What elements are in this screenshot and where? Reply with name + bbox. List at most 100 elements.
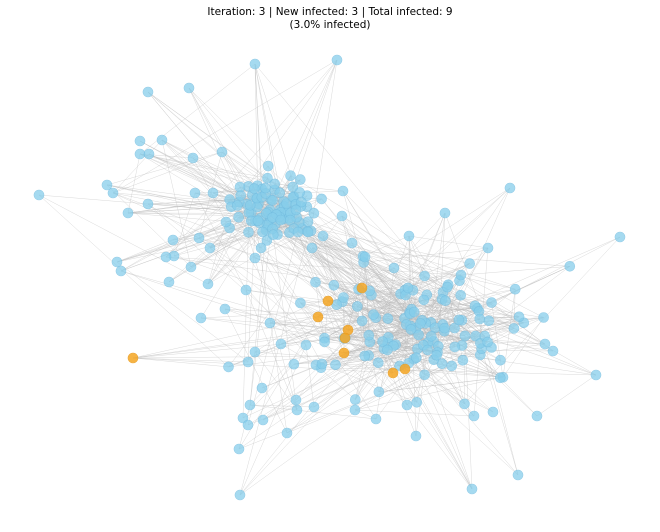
node (352, 301, 362, 311)
node (244, 227, 254, 237)
node (276, 215, 286, 225)
node (495, 373, 505, 383)
node (317, 359, 327, 369)
node (293, 227, 303, 237)
node (309, 208, 319, 218)
node (253, 216, 263, 226)
node (450, 342, 460, 352)
node (249, 184, 259, 194)
node (257, 383, 267, 393)
node (423, 345, 433, 355)
node (532, 411, 542, 421)
node (426, 331, 436, 341)
node (389, 263, 399, 273)
node (332, 55, 342, 65)
node (196, 313, 206, 323)
node (465, 259, 475, 269)
node (539, 313, 549, 323)
node (440, 323, 450, 333)
edge (39, 195, 229, 367)
node (357, 316, 367, 326)
edge (113, 60, 337, 193)
node (475, 314, 485, 324)
node (317, 194, 327, 204)
node (514, 312, 524, 322)
node (412, 397, 422, 407)
infected-node (400, 364, 410, 374)
node (318, 231, 328, 241)
node (221, 217, 231, 227)
node (123, 208, 133, 218)
node (208, 188, 218, 198)
node (250, 347, 260, 357)
node (495, 355, 505, 365)
node (188, 153, 198, 163)
node (509, 323, 519, 333)
node (440, 296, 450, 306)
node (311, 277, 321, 287)
node (243, 357, 253, 367)
node (406, 324, 416, 334)
node (337, 211, 347, 221)
node (383, 314, 393, 324)
node (360, 252, 370, 262)
node (289, 359, 299, 369)
node (256, 243, 266, 253)
edge (306, 345, 314, 407)
node (292, 405, 302, 415)
node (184, 83, 194, 93)
infected-node (313, 312, 323, 322)
node (309, 402, 319, 412)
node (591, 370, 601, 380)
node (258, 415, 268, 425)
node (374, 387, 384, 397)
node (245, 400, 255, 410)
node (615, 232, 625, 242)
node (232, 201, 242, 211)
node (250, 59, 260, 69)
infected-node (388, 368, 398, 378)
node (217, 147, 227, 157)
node (270, 179, 280, 189)
node (460, 331, 470, 341)
node (454, 315, 464, 325)
node (135, 136, 145, 146)
node (404, 231, 414, 241)
node (350, 395, 360, 405)
node (263, 161, 273, 171)
node (234, 212, 244, 222)
node (303, 217, 313, 227)
node (369, 310, 379, 320)
node (488, 407, 498, 417)
node (510, 284, 520, 294)
node (411, 353, 421, 363)
node (157, 135, 167, 145)
node (403, 283, 413, 293)
node (402, 400, 412, 410)
node (205, 243, 215, 253)
node (261, 183, 271, 193)
node (483, 337, 493, 347)
node (288, 182, 298, 192)
node (295, 298, 305, 308)
node (484, 316, 494, 326)
edge (255, 64, 443, 292)
node (360, 351, 370, 361)
node (291, 395, 301, 405)
node (295, 175, 305, 185)
node (164, 277, 174, 287)
node (487, 298, 497, 308)
infected-node (357, 283, 367, 293)
node (235, 490, 245, 500)
node (194, 233, 204, 243)
node (432, 350, 442, 360)
node (108, 188, 118, 198)
node (144, 149, 154, 159)
node (467, 484, 477, 494)
infected-node (323, 296, 333, 306)
infected-node (340, 333, 350, 343)
node (415, 318, 425, 328)
node (135, 149, 145, 159)
node (548, 346, 558, 356)
edge (482, 349, 518, 475)
